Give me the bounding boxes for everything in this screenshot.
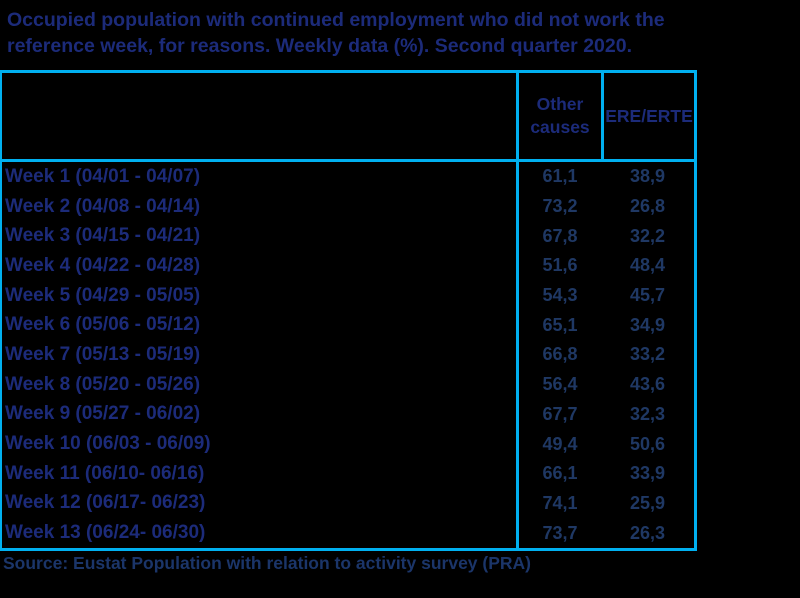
table-row: Week 3 (04/15 - 04/21) 67,8 32,2 [2,221,694,251]
cell-other-causes: 66,1 [542,463,578,484]
report-title-line-1: Occupied population with continued emplo… [7,9,665,31]
row-label: Week 13 (06/24- 06/30) [5,522,206,544]
cell-other-causes: 73,7 [542,522,578,543]
cell-other-causes: 49,4 [542,433,578,454]
table-row: Week 9 (05/27 - 06/02) 67,7 32,3 [2,400,694,430]
table-row: Week 2 (04/08 - 04/14) 73,2 26,8 [2,192,694,222]
table-row: Week 8 (05/20 - 05/26) 56,4 43,6 [2,370,694,400]
cell-ere-erte: 32,3 [629,403,666,424]
table-row: Week 4 (04/22 - 04/28) 51,6 48,4 [2,251,694,281]
table-row: Week 7 (05/13 - 05/19) 66,8 33,2 [2,340,694,370]
col-header-ere-erte: ERE/ERTE [601,73,694,159]
table-row: Week 12 (06/17- 06/23) 74,1 25,9 [2,489,694,519]
cell-ere-erte: 25,9 [629,492,666,513]
row-label: Week 1 (04/01 - 04/07) [5,165,201,187]
row-label: Week 8 (05/20 - 05/26) [5,373,201,395]
report-title-line-2: reference week, for reasons. Weekly data… [7,35,632,57]
row-label: Week 9 (05/27 - 06/02) [5,403,201,425]
col-header-other-causes: Other causes [516,73,601,159]
row-label: Week 3 (04/15 - 04/21) [5,225,201,247]
column-divider [516,162,519,548]
cell-other-causes: 74,1 [542,492,578,513]
source-note: Source: Eustat Population with relation … [3,553,531,573]
cell-other-causes: 61,1 [542,166,578,187]
cell-ere-erte: 48,4 [629,255,666,276]
cell-other-causes: 73,2 [542,196,578,217]
table-row: Week 6 (05/06 - 05/12) 65,1 34,9 [2,310,694,340]
table-row: Week 5 (04/29 - 05/05) 54,3 45,7 [2,281,694,311]
cell-other-causes: 65,1 [542,314,578,335]
cell-ere-erte: 33,2 [629,344,666,365]
table-row: Week 13 (06/24- 06/30) 73,7 26,3 [2,518,694,548]
table-row: Week 11 (06/10- 06/16) 66,1 33,9 [2,459,694,489]
row-label: Week 7 (05/13 - 05/19) [5,343,201,365]
table-row: Week 10 (06/03 - 06/09) 49,4 50,6 [2,429,694,459]
cell-ere-erte: 50,6 [629,433,666,454]
cell-ere-erte: 45,7 [629,285,666,306]
cell-other-causes: 67,8 [542,225,578,246]
cell-other-causes: 56,4 [542,374,578,395]
report-title: Occupied population with continued emplo… [7,7,665,59]
cell-ere-erte: 38,9 [629,166,666,187]
cell-ere-erte: 32,2 [629,225,666,246]
row-label: Week 11 (06/10- 06/16) [5,462,205,484]
row-label: Week 6 (05/06 - 05/12) [5,314,201,336]
row-label: Week 5 (04/29 - 05/05) [5,284,201,306]
cell-ere-erte: 26,3 [629,522,666,543]
cell-other-causes: 54,3 [542,285,578,306]
row-label: Week 2 (04/08 - 04/14) [5,195,201,217]
row-label: Week 4 (04/22 - 04/28) [5,254,201,276]
row-label: Week 10 (06/03 - 06/09) [5,433,211,455]
row-label-header-cell [2,73,516,159]
cell-other-causes: 66,8 [542,344,578,365]
data-table: Other causes ERE/ERTE Week 1 (04/01 - 04… [0,70,697,551]
cell-ere-erte: 26,8 [629,196,666,217]
table-row: Week 1 (04/01 - 04/07) 61,1 38,9 [2,162,694,192]
table-header-row: Other causes ERE/ERTE [2,73,694,162]
cell-ere-erte: 33,9 [629,463,666,484]
table-body: Week 1 (04/01 - 04/07) 61,1 38,9 Week 2 … [2,162,694,548]
cell-ere-erte: 34,9 [629,314,666,335]
cell-other-causes: 67,7 [542,403,578,424]
cell-ere-erte: 43,6 [629,374,666,395]
cell-other-causes: 51,6 [542,255,578,276]
row-label: Week 12 (06/17- 06/23) [5,492,206,514]
